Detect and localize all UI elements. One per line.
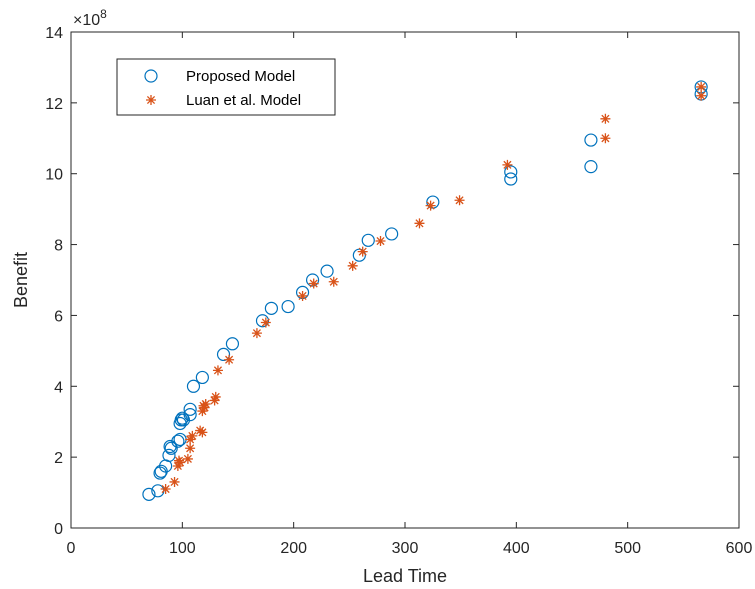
data-point bbox=[320, 264, 334, 278]
data-point bbox=[210, 391, 221, 402]
data-point bbox=[584, 160, 598, 174]
data-point bbox=[183, 402, 197, 416]
legend-box bbox=[116, 58, 336, 116]
data-point bbox=[185, 434, 196, 445]
data-point bbox=[197, 406, 208, 417]
data-point bbox=[175, 457, 186, 468]
x-tick-label: 500 bbox=[614, 540, 641, 557]
data-point bbox=[195, 370, 209, 385]
data-point bbox=[160, 484, 171, 495]
data-point bbox=[169, 476, 180, 487]
data-point bbox=[414, 218, 425, 229]
legend-item: Luan et al. Model bbox=[146, 92, 301, 109]
legend-marker bbox=[146, 95, 156, 105]
data-point bbox=[185, 443, 196, 454]
data-point bbox=[175, 411, 189, 425]
data-point bbox=[251, 328, 262, 339]
data-point bbox=[504, 172, 518, 186]
legend-label: Proposed Model bbox=[186, 68, 295, 85]
legend: Proposed Model Luan et al. Model bbox=[116, 58, 336, 116]
data-point bbox=[212, 365, 223, 376]
data-point bbox=[162, 448, 176, 462]
data-point bbox=[199, 402, 210, 413]
data-point bbox=[281, 299, 295, 314]
data-series bbox=[142, 80, 708, 501]
data-point bbox=[164, 441, 178, 455]
data-point bbox=[600, 133, 611, 144]
y-tick-label: 10 bbox=[45, 167, 63, 184]
y-tick-label: 2 bbox=[54, 450, 63, 467]
x-tick-label: 200 bbox=[280, 540, 307, 557]
data-point bbox=[209, 395, 220, 406]
data-point bbox=[385, 227, 399, 241]
x-tick-label: 100 bbox=[169, 540, 196, 557]
data-point bbox=[182, 453, 193, 464]
data-point bbox=[347, 260, 358, 271]
data-point bbox=[264, 301, 278, 315]
y-tick-label: 14 bbox=[45, 25, 63, 42]
x-axis-ticks: 0 100 200 300 400 500 600 bbox=[67, 32, 753, 557]
x-tick-label: 400 bbox=[503, 540, 530, 557]
y-axis-multiplier: ×108 bbox=[73, 7, 107, 29]
data-point bbox=[171, 434, 185, 448]
x-tick-label: 300 bbox=[392, 540, 419, 557]
data-point bbox=[225, 337, 240, 351]
data-point bbox=[357, 246, 368, 257]
data-point bbox=[172, 461, 183, 471]
y-tick-label: 12 bbox=[45, 96, 63, 113]
data-point bbox=[197, 427, 208, 438]
data-point bbox=[361, 233, 375, 247]
y-tick-label: 4 bbox=[54, 379, 63, 396]
x-tick-label: 0 bbox=[67, 540, 76, 557]
data-point bbox=[305, 273, 320, 287]
data-point bbox=[142, 487, 156, 501]
data-point bbox=[187, 430, 198, 441]
data-point bbox=[186, 379, 201, 393]
legend-marker bbox=[144, 69, 158, 83]
legend-label: Luan et al. Model bbox=[186, 92, 301, 109]
data-point bbox=[200, 399, 211, 409]
x-tick-label: 600 bbox=[726, 540, 753, 557]
y-axis-ticks: 0 2 4 6 8 10 12 14 bbox=[45, 25, 739, 538]
data-point bbox=[216, 347, 231, 361]
data-point bbox=[297, 290, 308, 301]
data-point bbox=[224, 354, 235, 365]
data-point bbox=[260, 317, 271, 328]
legend-item: Proposed Model bbox=[144, 68, 295, 85]
data-point bbox=[454, 195, 465, 206]
data-point bbox=[502, 159, 513, 170]
x-axis-title: Lead Time bbox=[363, 566, 447, 586]
data-point bbox=[375, 236, 386, 247]
data-point bbox=[425, 200, 436, 211]
data-point bbox=[183, 408, 197, 422]
data-point bbox=[504, 165, 518, 179]
data-point bbox=[328, 276, 339, 287]
data-point bbox=[584, 133, 598, 147]
data-point bbox=[696, 90, 707, 101]
data-point bbox=[696, 81, 707, 92]
data-point bbox=[308, 278, 319, 289]
series-1 bbox=[160, 81, 707, 495]
data-point bbox=[176, 413, 191, 427]
y-tick-label: 6 bbox=[54, 308, 63, 325]
data-point bbox=[600, 113, 611, 124]
y-tick-label: 0 bbox=[54, 521, 63, 538]
series-0 bbox=[142, 80, 708, 501]
y-tick-label: 8 bbox=[54, 238, 63, 255]
y-axis-title: Benefit bbox=[11, 252, 31, 308]
